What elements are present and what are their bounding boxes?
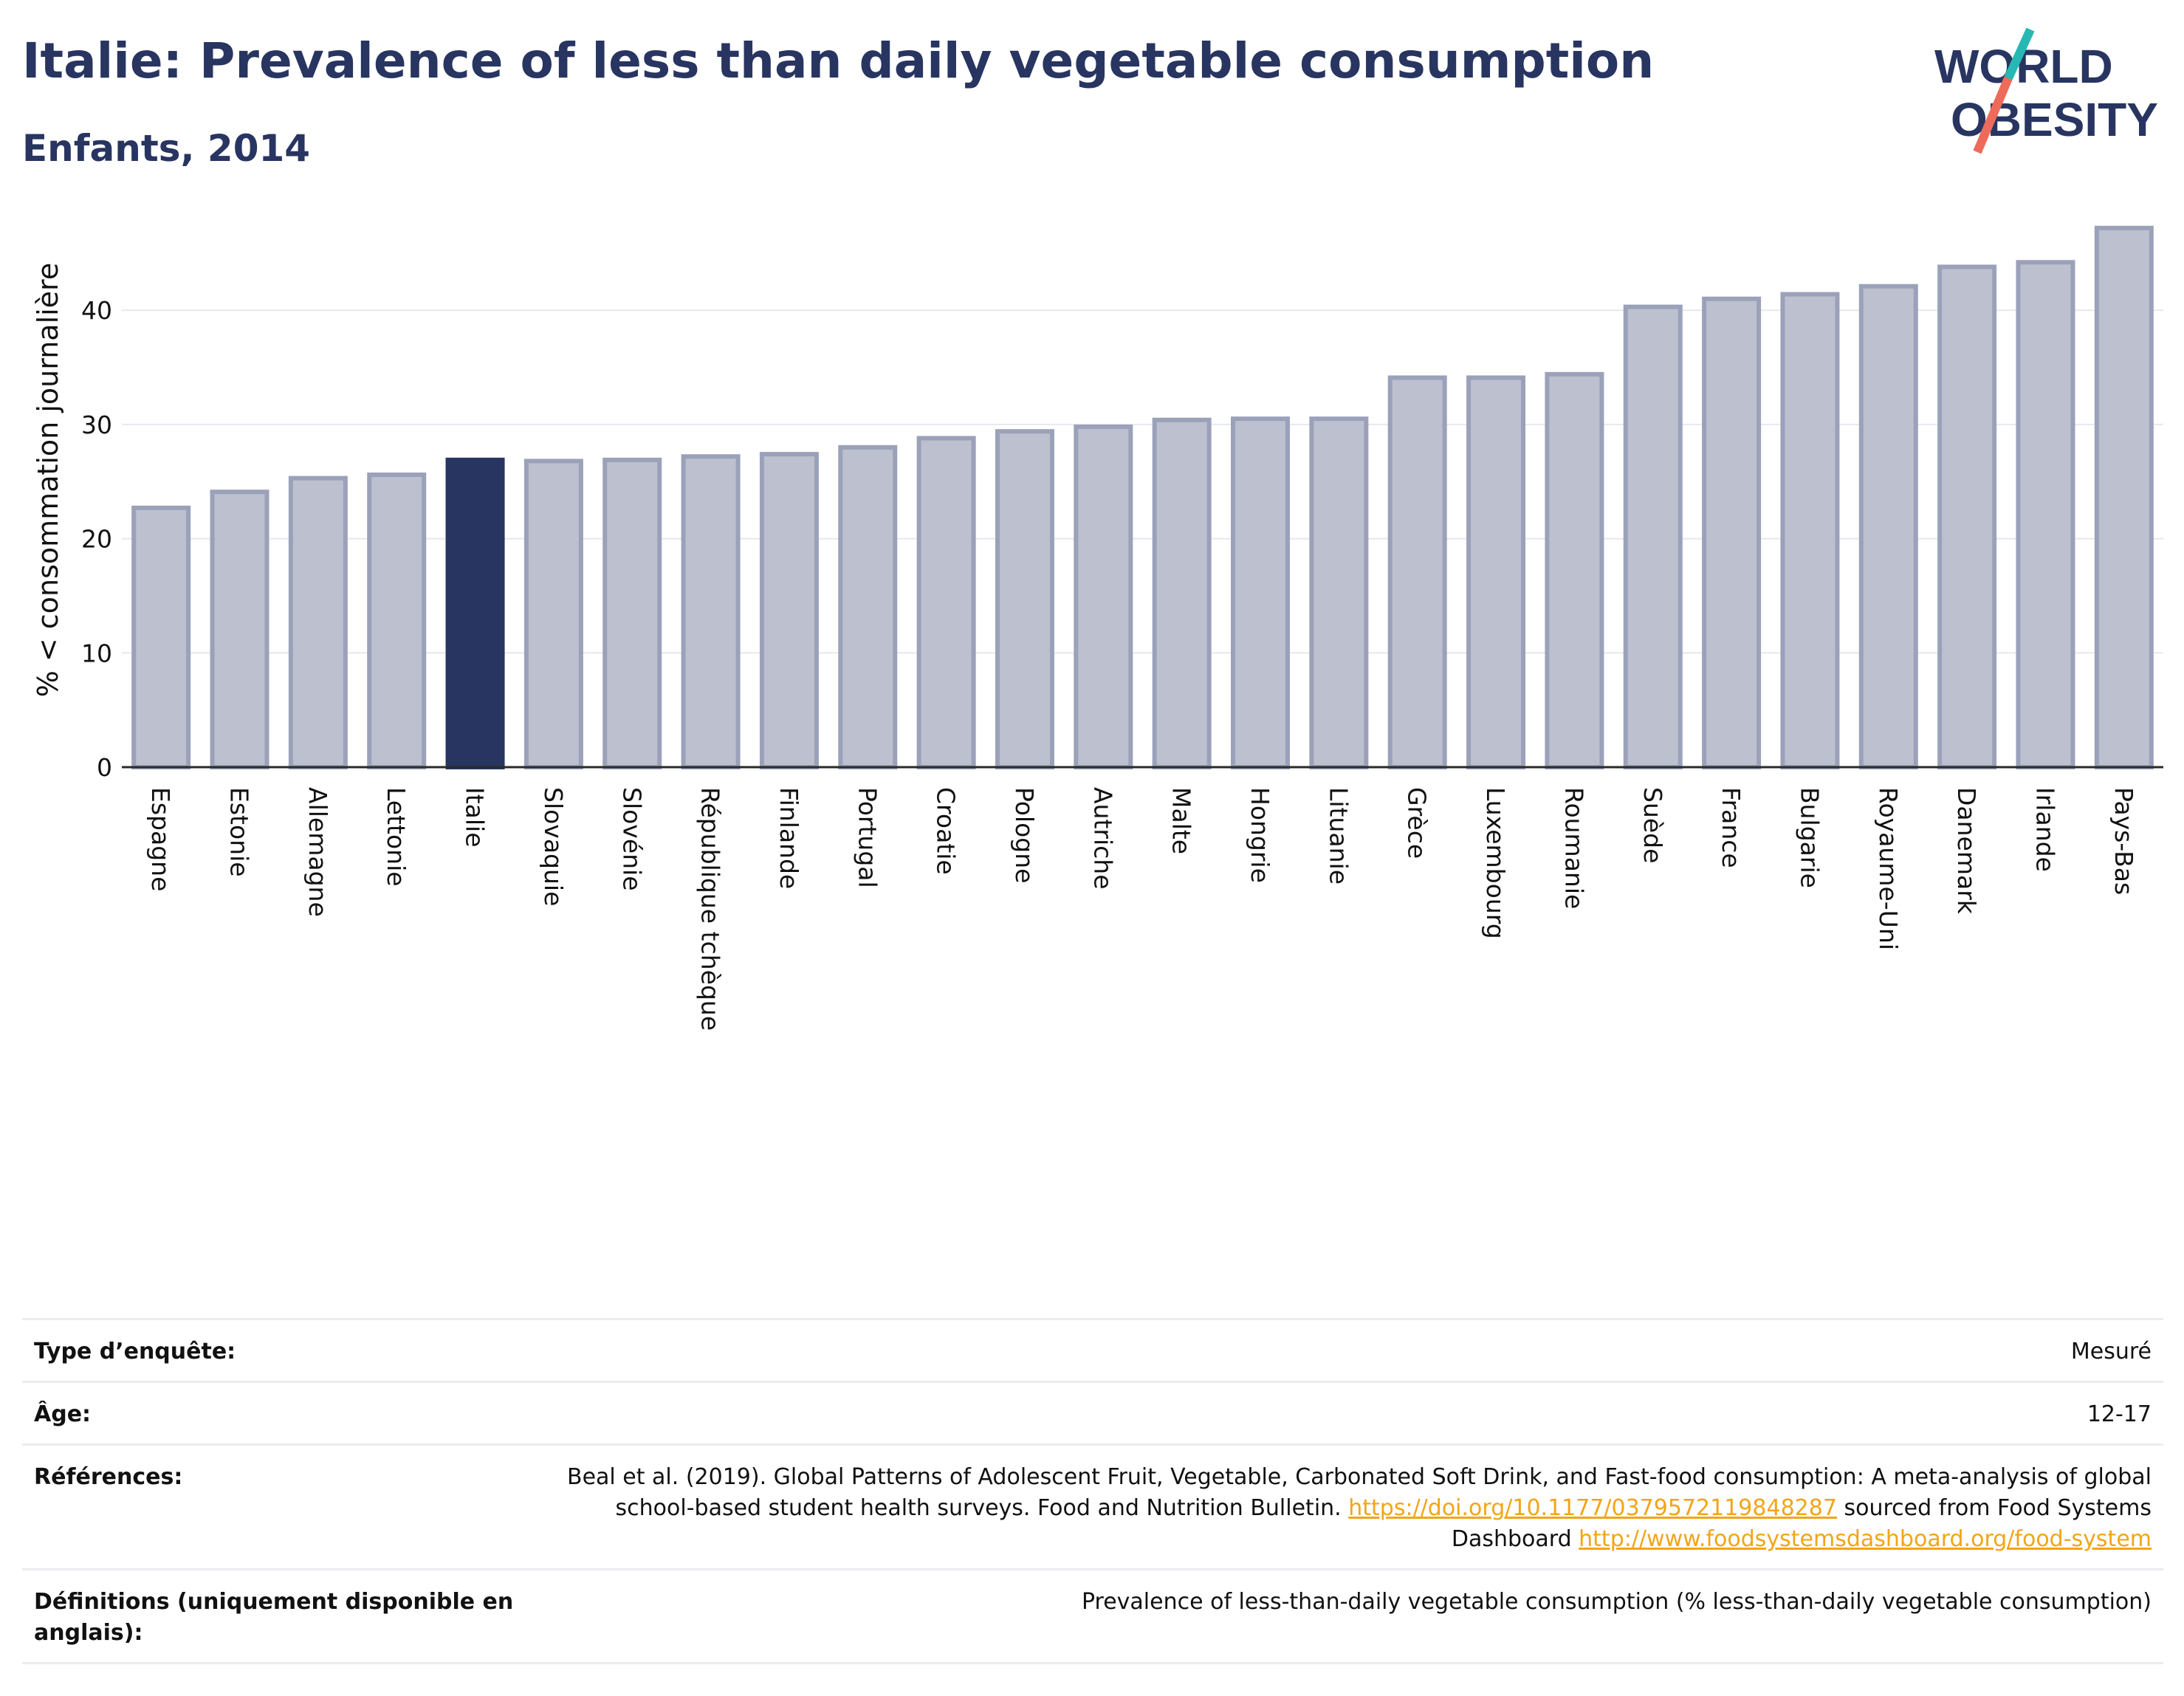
x-tick-label: Royaume-Uni — [1874, 787, 1903, 950]
x-tick-label: Grèce — [1403, 787, 1432, 859]
x-tick-label: Danemark — [1952, 787, 1981, 915]
meta-row-age: Âge: 12-17 — [22, 1381, 2163, 1443]
y-tick-label: 0 — [97, 753, 112, 782]
meta-label: Type d’enquête: — [34, 1339, 236, 1364]
bar-lettonie — [367, 472, 427, 770]
bar-allemagne — [288, 476, 348, 769]
y-tick-labels: 0 10 20 30 40 — [81, 296, 112, 782]
logo-slash-coral — [1973, 76, 2013, 154]
bar-estonie — [210, 490, 269, 769]
x-tick-label: Italie — [461, 787, 490, 848]
x-tick-labels: Espagne Estonie Allemagne Lettonie Italie Slo… — [146, 787, 2138, 1031]
chart-subtitle: Enfants, 2014 — [22, 127, 311, 170]
x-tick-label: Hongrie — [1246, 787, 1274, 883]
meta-value: Mesuré — [2070, 1339, 2152, 1364]
bar-chart: 0 10 20 30 40 Espagne Estonie Allemagne Lettoni… — [32, 225, 2163, 1031]
reference-text-2: sourced from Food Systems Dashboard — [1451, 1495, 2152, 1552]
x-tick-label: Luxembourg — [1481, 787, 1510, 939]
meta-row-definitions: Définitions (uniquement disponible en an… — [22, 1568, 2163, 1664]
x-tick-label: Slovénie — [617, 787, 646, 891]
reference-text: Beal et al. (2019). Global Patterns of A… — [566, 1464, 2152, 1521]
y-tick-label: 30 — [81, 411, 112, 439]
bar-lituanie — [1309, 416, 1369, 769]
y-tick-label: 40 — [81, 296, 112, 325]
meta-label: Âge: — [34, 1401, 92, 1427]
bar-r-publique-tch-que — [681, 454, 741, 769]
doi-link[interactable]: https://doi.org/10.1177/0379572119848287 — [1348, 1495, 1837, 1521]
bar-royaume-uni — [1858, 284, 1918, 769]
bar-finlande — [759, 452, 819, 769]
chart-title: Italie: Prevalence of less than daily ve… — [22, 32, 1655, 89]
x-tick-label: France — [1717, 787, 1745, 868]
logo-slash-teal — [2004, 28, 2035, 80]
x-tick-label: Lettonie — [382, 787, 411, 887]
y-tick-label: 10 — [81, 639, 112, 667]
bar-pays-bas — [2094, 225, 2154, 770]
dashboard-link[interactable]: http://www.foodsystemsdashboard.org/food… — [1579, 1526, 2152, 1552]
bar-danemark — [1937, 264, 1997, 769]
bar-su-de — [1623, 304, 1683, 769]
bar-slovaquie — [523, 459, 583, 769]
x-tick-label: Malte — [1167, 787, 1196, 854]
bar-hongrie — [1231, 416, 1291, 769]
x-tick-label: Pologne — [1010, 787, 1039, 883]
x-tick-label: Allemagne — [303, 787, 332, 917]
meta-value: Beal et al. (2019). Global Patterns of A… — [564, 1462, 2152, 1555]
x-tick-label: Espagne — [146, 787, 175, 891]
x-tick-label: Finlande — [775, 787, 803, 889]
x-tick-label: Irlande — [2030, 787, 2059, 872]
y-tick-label: 20 — [81, 525, 112, 554]
x-tick-label: Bulgarie — [1795, 787, 1824, 888]
bar-croatie — [916, 436, 976, 769]
x-tick-label: Lituanie — [1324, 787, 1353, 885]
x-tick-label: Slovaquie — [539, 787, 568, 906]
bar-pologne — [995, 429, 1054, 769]
bars — [131, 225, 2154, 770]
bar-bulgarie — [1780, 292, 1840, 769]
x-tick-label: Croatie — [932, 787, 961, 875]
meta-value: Prevalence of less-than-daily vegetable … — [1081, 1589, 2152, 1615]
metadata-table: Type d’enquête: Mesuré Âge: 12-17 Référe… — [22, 1318, 2163, 1664]
bar-espagne — [131, 505, 191, 769]
meta-row-references: Références: Beal et al. (2019). Global P… — [22, 1443, 2163, 1568]
bar-italie — [445, 457, 505, 769]
bar-gr-ce — [1387, 375, 1447, 769]
x-tick-label: République tchèque — [696, 787, 725, 1031]
meta-row-survey-type: Type d’enquête: Mesuré — [22, 1318, 2163, 1381]
x-tick-label: Autriche — [1088, 787, 1117, 890]
bar-irlande — [2016, 260, 2075, 769]
bar-slov-nie — [602, 457, 662, 769]
bar-autriche — [1074, 424, 1133, 770]
bar-roumanie — [1545, 371, 1604, 770]
x-tick-label: Estonie — [225, 787, 254, 877]
bar-portugal — [838, 444, 898, 770]
world-obesity-logo: WORLD OBESITY — [1934, 28, 2158, 154]
meta-label: Définitions (uniquement disponible en an… — [34, 1589, 514, 1646]
bar-luxembourg — [1466, 375, 1526, 769]
bar-france — [1702, 296, 1762, 770]
x-tick-label: Portugal — [853, 787, 882, 888]
meta-label: Références: — [34, 1464, 183, 1490]
x-tick-label: Pays-Bas — [2109, 787, 2138, 895]
x-tick-label: Roumanie — [1559, 787, 1588, 909]
bar-malte — [1152, 417, 1212, 769]
meta-value: 12-17 — [2087, 1401, 2152, 1427]
y-axis-label: % < consommation journalière — [32, 263, 64, 697]
gridlines — [122, 309, 2163, 654]
x-tick-label: Suède — [1638, 787, 1667, 863]
